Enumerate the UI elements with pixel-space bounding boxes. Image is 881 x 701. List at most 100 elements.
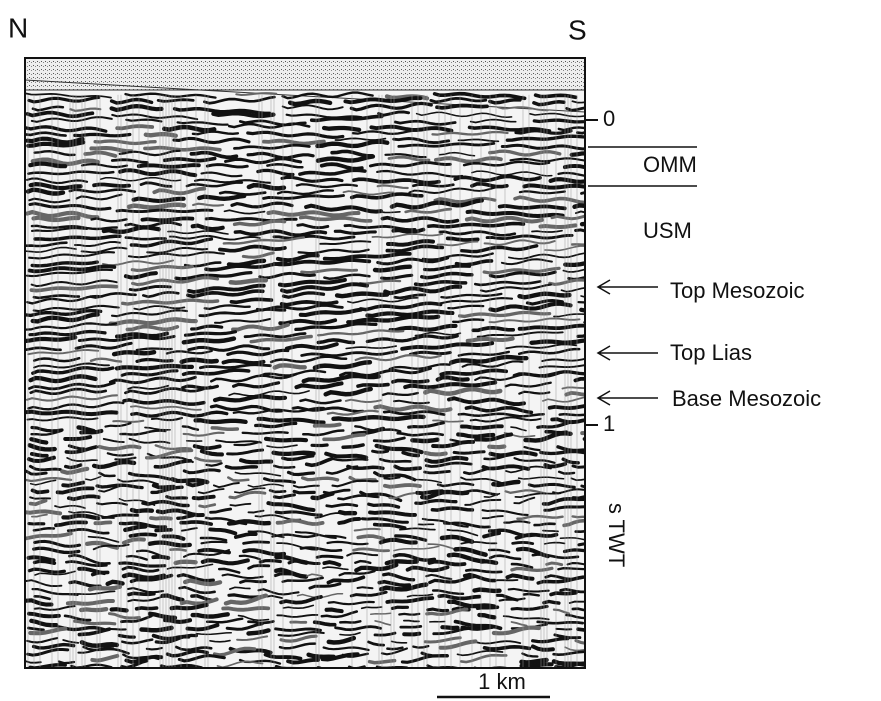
reflector [120,298,220,306]
reflector [292,489,316,495]
reflector [140,216,195,223]
reflector [286,657,321,665]
reflector [292,484,320,489]
reflector [284,342,339,351]
reflector [256,168,295,177]
reflector [510,621,528,627]
reflector [582,437,585,441]
reflector [105,579,125,587]
reflector [297,248,370,255]
reflector [453,174,542,183]
reflector [483,239,556,246]
reflector [513,457,556,464]
reflector [529,338,585,345]
reflector [118,168,198,178]
reflector [151,483,176,490]
reflector [427,559,467,567]
reflector [483,492,501,499]
reflector [557,567,585,571]
reflector [383,476,401,480]
reflector [262,138,326,146]
reflector [396,431,444,437]
reflector [457,310,552,319]
reflector [233,229,328,237]
reflector [212,646,257,657]
reflector [127,587,165,594]
reflector [90,653,120,663]
reflector [29,284,119,293]
reflector [229,297,274,305]
reflector [154,444,192,451]
reflector [130,410,229,418]
reflector [580,295,585,298]
reflector [392,399,430,405]
reflector [323,386,373,397]
reflector [377,110,411,117]
reflector [549,591,578,597]
reflector [156,98,195,103]
reflector [472,587,502,594]
reflector [511,540,535,545]
reflector [169,547,187,552]
reflector [404,207,453,214]
reflector [243,332,307,339]
reflector [557,470,576,475]
reflector [237,614,270,622]
reflector [391,227,426,234]
reflector [317,329,405,337]
reflector [365,334,459,344]
reflector [423,636,462,644]
reflector [424,461,473,468]
reflector [276,542,318,551]
reflector [439,534,475,544]
reflector [327,600,375,606]
reflector [447,396,526,407]
reflector [180,527,198,532]
reflector [65,599,115,606]
reflector [117,633,136,639]
reflector [232,219,287,227]
reflector [238,554,261,561]
scale-bar-label: 1 km [478,669,526,694]
reflector [399,625,423,629]
reflector [60,466,90,475]
reflector [125,554,149,561]
reflector [266,162,304,169]
reflector [198,308,287,318]
reflector [26,555,56,563]
reflector [141,499,190,508]
reflector [117,478,159,486]
reflector [25,531,73,541]
reflector [224,157,303,165]
reflector [79,640,120,648]
near-surface-band [25,58,585,90]
reflector [482,531,502,539]
reflector [114,363,194,371]
reflector [440,292,503,299]
reflector [339,620,362,624]
reflector [172,136,251,145]
reflector [287,98,333,107]
reflector [187,344,271,352]
reflector [118,561,167,568]
reflector [119,429,167,436]
reflector [503,520,531,524]
reflector [25,469,48,476]
reflector [26,177,89,185]
reflector [30,279,118,288]
reflector [190,223,225,232]
reflector [372,522,407,530]
reflector [505,573,535,581]
reflector [390,605,409,610]
reflector [485,233,574,241]
reflector [459,424,504,430]
reflector [74,241,121,247]
reflector [233,532,258,539]
reflector [216,660,264,668]
reflector [215,439,263,444]
reflector [205,617,244,624]
reflector [211,111,276,119]
reflector [383,483,422,489]
reflector [149,516,173,521]
reflector [25,131,67,137]
